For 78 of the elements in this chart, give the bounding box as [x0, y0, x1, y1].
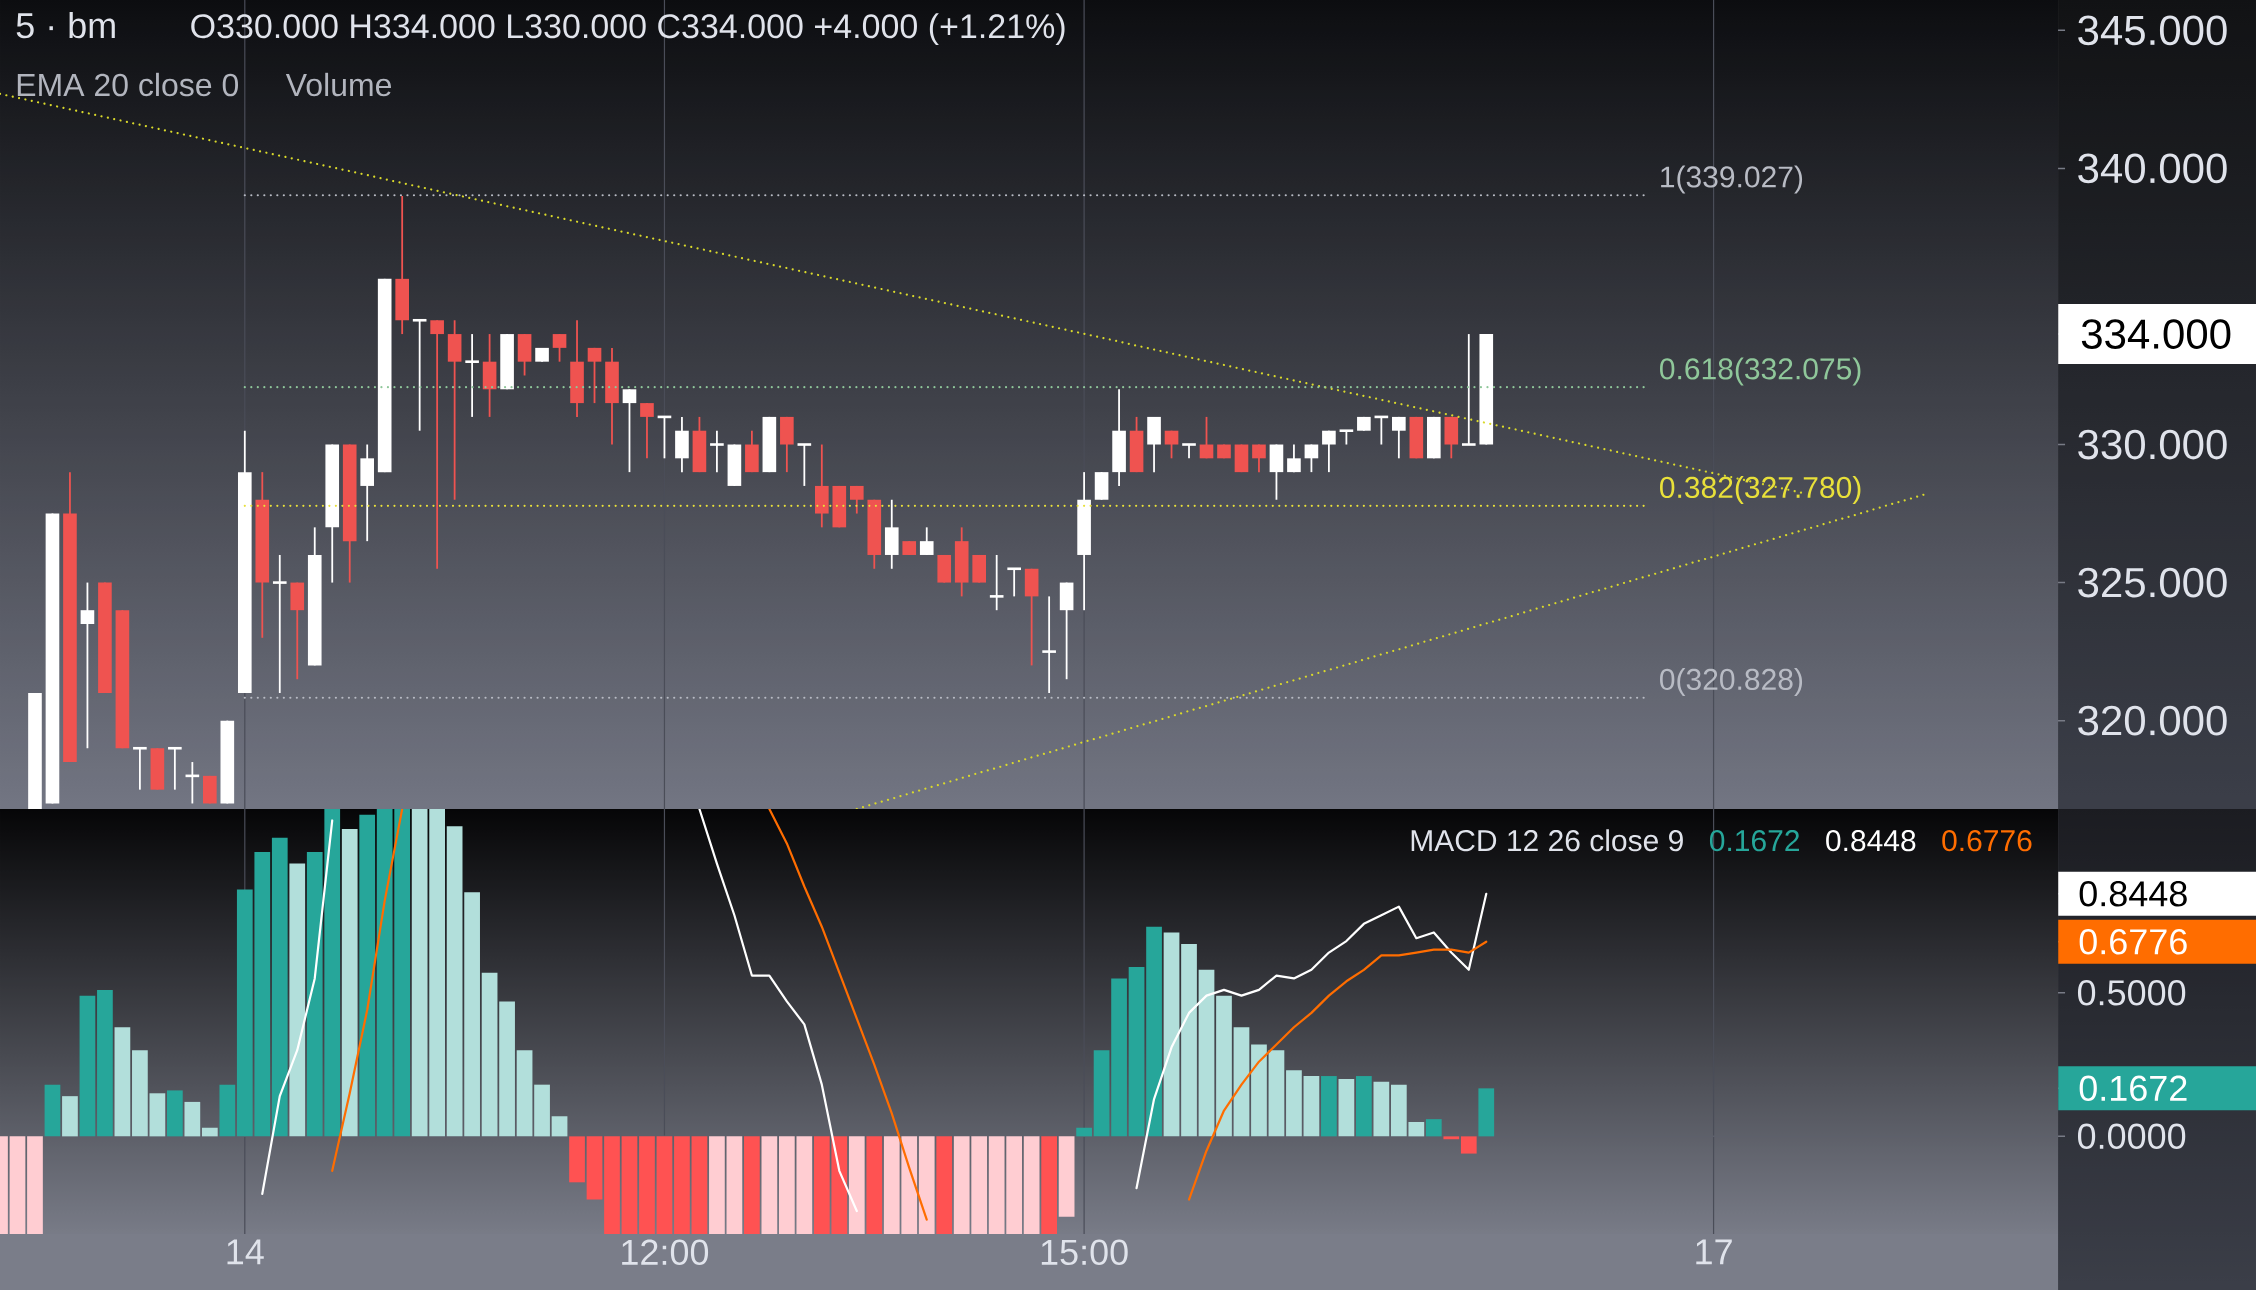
bar — [1443, 1136, 1460, 1140]
bar — [481, 972, 498, 1137]
bar — [744, 1136, 760, 1234]
x-tick-label: 17 — [1696, 1239, 1732, 1265]
bar — [691, 1136, 708, 1234]
bar — [1303, 1076, 1320, 1137]
bar — [761, 1136, 778, 1234]
bar — [97, 989, 113, 1137]
legend-title: MACD 12 26 close 9 — [1411, 829, 1683, 852]
bar — [569, 1136, 585, 1183]
bar — [534, 1084, 550, 1137]
bar — [44, 1084, 61, 1137]
bar — [1076, 1127, 1092, 1137]
bar — [848, 1136, 865, 1234]
bar — [271, 837, 288, 1137]
bar — [639, 1136, 655, 1234]
bar — [1321, 1076, 1337, 1137]
y-tick-label: 0.1672 — [2079, 1075, 2187, 1102]
bar — [1478, 1088, 1495, 1137]
x-tick-label: 12:00 — [622, 1239, 709, 1266]
bar — [79, 995, 96, 1137]
bar — [516, 1050, 533, 1137]
bar — [1251, 1044, 1267, 1137]
bar — [1425, 1119, 1442, 1137]
bar — [464, 892, 480, 1137]
bar — [1058, 1136, 1075, 1217]
y-tick-label: 0.5000 — [2077, 980, 2186, 1006]
bar — [1163, 932, 1180, 1137]
bar — [219, 1084, 236, 1137]
bar — [1216, 995, 1232, 1137]
bar — [1181, 943, 1197, 1137]
y-tick-label: 0.6776 — [2079, 929, 2187, 955]
bar — [1338, 1078, 1355, 1137]
bar — [1128, 966, 1145, 1137]
bar — [1460, 1136, 1477, 1154]
bar — [674, 1136, 690, 1234]
bar — [446, 826, 463, 1137]
y-tick-label: 0.0000 — [2077, 1123, 2186, 1150]
bar — [184, 1101, 201, 1137]
bar — [132, 1050, 148, 1137]
bar — [1023, 1136, 1040, 1234]
bar — [1111, 978, 1127, 1137]
bar — [114, 1027, 131, 1137]
bar — [201, 1127, 218, 1137]
text: 0.6776 — [1942, 830, 2032, 852]
bar — [918, 1136, 935, 1234]
bar — [166, 1090, 183, 1137]
bar — [149, 1093, 166, 1137]
bar — [62, 1096, 78, 1137]
bar — [866, 1136, 883, 1234]
bar — [936, 1136, 953, 1234]
bar — [1146, 926, 1162, 1137]
bar — [1268, 1050, 1285, 1137]
text: 0.1672 — [1709, 830, 1799, 852]
text: 0.8448 — [1826, 830, 1916, 852]
bar — [1286, 1070, 1302, 1137]
bar — [656, 1136, 673, 1234]
bar — [499, 1001, 515, 1137]
bar — [289, 863, 306, 1137]
bar — [1041, 1136, 1057, 1234]
x-tick-label: 14 — [227, 1239, 264, 1265]
bar — [1233, 1027, 1250, 1137]
x-tick-label: 15:00 — [1041, 1239, 1128, 1266]
bar — [551, 1116, 568, 1137]
bar — [604, 1136, 620, 1234]
bar — [27, 1136, 43, 1234]
bar — [621, 1136, 638, 1234]
y-tick-label: 0.8448 — [2079, 881, 2187, 907]
bar — [709, 1136, 725, 1234]
bar — [359, 814, 376, 1137]
bar — [586, 1136, 603, 1200]
bar — [1198, 969, 1215, 1137]
bar — [341, 829, 358, 1137]
bar — [1093, 1050, 1110, 1137]
bar — [726, 1136, 743, 1234]
candlestick — [166, 746, 183, 791]
bar — [1356, 1076, 1372, 1137]
bar — [1373, 1081, 1390, 1137]
